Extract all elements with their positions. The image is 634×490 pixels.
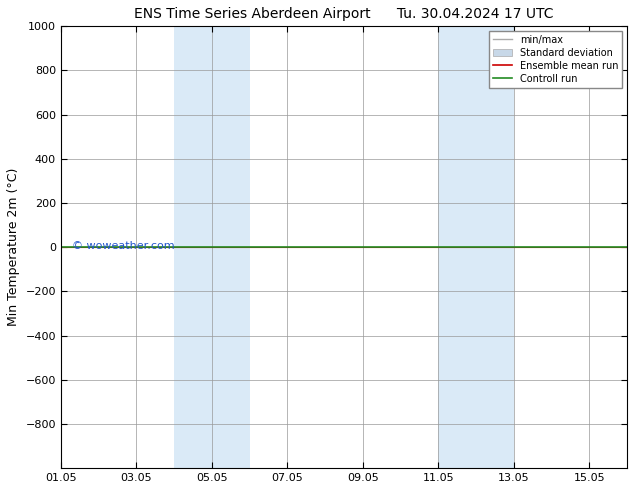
- Bar: [438, 26, 514, 468]
- Legend: min/max, Standard deviation, Ensemble mean run, Controll run: min/max, Standard deviation, Ensemble me…: [489, 31, 622, 88]
- Text: © woweather.com: © woweather.com: [72, 241, 175, 250]
- Bar: [174, 26, 250, 468]
- Y-axis label: Min Temperature 2m (°C): Min Temperature 2m (°C): [7, 168, 20, 326]
- Title: ENS Time Series Aberdeen Airport      Tu. 30.04.2024 17 UTC: ENS Time Series Aberdeen Airport Tu. 30.…: [134, 7, 553, 21]
